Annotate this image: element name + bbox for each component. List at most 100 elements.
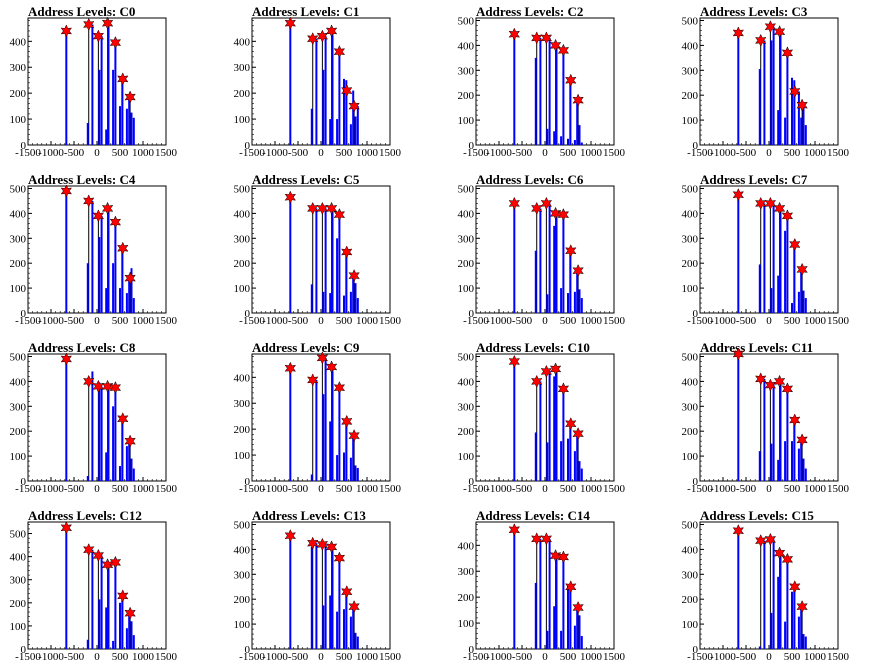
x-tick-label: 0: [542, 651, 548, 663]
y-tick-label: 300: [234, 398, 251, 410]
histogram-bar: [132, 298, 135, 313]
histogram-bar: [578, 289, 581, 313]
histogram-bar: [580, 298, 583, 313]
histogram-bar: [737, 354, 740, 481]
peak-marker: [325, 360, 338, 374]
x-tick-label: -1500: [15, 483, 41, 495]
peak-marker: [117, 589, 129, 603]
y-tick-label: 300: [458, 401, 475, 413]
histogram-bar: [562, 50, 565, 146]
chart-panel-c10: Address Levels: C10 0 100 200 300 400 500 -1500…: [448, 336, 672, 504]
histogram-bar: [546, 294, 549, 313]
x-tick-label: 500: [560, 483, 577, 495]
histogram-bar: [114, 387, 117, 481]
peak-marker: [508, 354, 521, 369]
histogram-bar: [130, 621, 133, 649]
histogram-bar: [338, 51, 341, 145]
x-tick-label: 1000: [804, 483, 827, 495]
chart-title: Address Levels: C0: [28, 4, 136, 19]
x-tick-label: 0: [94, 315, 100, 327]
peak-marker: [789, 237, 801, 252]
histogram-bar: [777, 576, 780, 649]
chart-title: Address Levels: C11: [700, 340, 814, 355]
peak-marker: [109, 36, 122, 50]
peak-marker: [325, 201, 338, 216]
peak-marker: [540, 196, 553, 211]
peak-marker: [325, 540, 338, 554]
histogram-bar: [324, 544, 327, 649]
histogram-bar: [343, 295, 345, 313]
y-tick-label: 0: [693, 644, 699, 656]
x-tick-label: -1500: [463, 483, 489, 495]
peak-marker: [306, 32, 319, 46]
x-tick-label: -500: [736, 315, 757, 327]
histogram-bar: [548, 37, 551, 145]
y-tick-label: 200: [458, 426, 475, 438]
peak-marker: [316, 351, 329, 365]
y-tick-label: 300: [10, 575, 27, 587]
histogram-bar: [777, 459, 780, 481]
x-tick-label: 0: [766, 315, 772, 327]
histogram-bar: [98, 237, 101, 313]
x-tick-label: -1500: [239, 147, 265, 159]
x-tick-label: 1000: [580, 315, 603, 327]
y-tick-label: 100: [10, 451, 27, 463]
x-tick-label: -1500: [239, 315, 265, 327]
histogram-bar: [331, 208, 334, 313]
histogram-bar: [128, 441, 131, 481]
histogram-bar: [349, 457, 352, 481]
histogram-bar: [758, 264, 761, 313]
histogram-bar: [580, 142, 583, 145]
peak-marker: [284, 529, 297, 543]
y-tick-label: 300: [682, 65, 699, 77]
histogram-bar: [343, 609, 345, 649]
peak-marker: [60, 521, 73, 535]
histogram-bar: [573, 140, 576, 145]
peak-marker: [781, 46, 794, 60]
x-tick-label: 1500: [379, 315, 402, 327]
chart-panel-c6: Address Levels: C6 0 100 200 300 400 500 -1500-…: [448, 168, 672, 336]
x-tick-label: 1000: [132, 315, 155, 327]
peak-marker: [333, 208, 346, 222]
histogram-bar: [91, 24, 94, 145]
chart-panel-c15: Address Levels: C15 0 100 200 300 400 500 -1500…: [672, 504, 896, 672]
y-tick-label: 0: [21, 140, 27, 152]
histogram-bar: [779, 381, 782, 481]
y-tick-label: 200: [234, 88, 251, 100]
y-tick-label: 0: [469, 476, 475, 488]
histogram-bar: [569, 423, 572, 481]
histogram-bar: [112, 69, 115, 145]
x-tick-label: 1500: [379, 147, 402, 159]
y-tick-label: 500: [458, 183, 475, 195]
peak-marker: [732, 524, 745, 538]
histogram-bar: [567, 138, 569, 145]
y-tick-label: 400: [458, 208, 475, 220]
y-tick-label: 200: [682, 594, 699, 606]
histogram-bar: [289, 197, 292, 313]
histogram-bar: [65, 30, 68, 145]
peak-marker: [796, 600, 808, 614]
histogram-bar: [770, 40, 773, 145]
histogram-bar: [580, 636, 583, 649]
x-tick-label: 1500: [603, 483, 626, 495]
chart-panel-c11: Address Levels: C11 0 100 200 300 400 500 -1500…: [672, 336, 896, 504]
y-tick-label: 0: [693, 476, 699, 488]
histogram-bar: [800, 606, 803, 649]
x-tick-label: 500: [784, 651, 801, 663]
histogram-bar: [779, 208, 782, 313]
chart-panel-c12: Address Levels: C12 0 100 200 300 400 500 -1500…: [0, 504, 224, 672]
peak-marker: [773, 25, 786, 39]
histogram-bar: [763, 540, 766, 649]
histogram-bar: [737, 194, 740, 313]
histogram-bar: [130, 112, 133, 145]
histogram-bar: [65, 190, 68, 313]
chart-panel-c0: Address Levels: C0 0 100 200 300 400 -1500 -100…: [0, 0, 224, 168]
histogram-bar: [802, 458, 805, 481]
peak-marker: [92, 548, 105, 563]
histogram-bar: [112, 640, 115, 649]
histogram-bar: [555, 45, 558, 145]
histogram-bar: [573, 451, 576, 481]
